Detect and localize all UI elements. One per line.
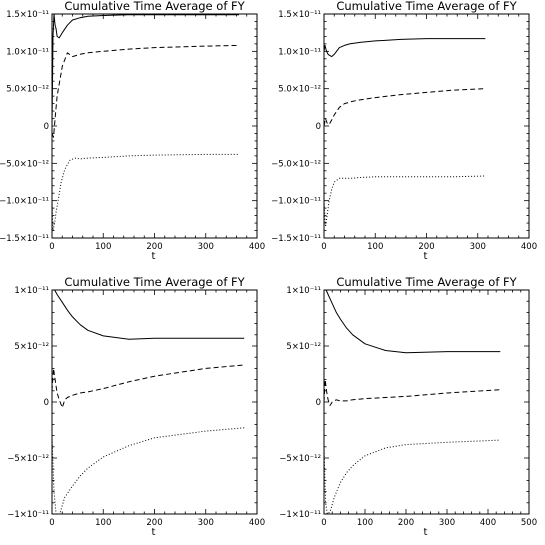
x-tick-label: 300	[198, 518, 214, 528]
y-tick-label: −5.0×10⁻¹²	[271, 159, 321, 169]
x-tick-label: 400	[480, 518, 496, 528]
series-line-solid	[53, 289, 245, 340]
y-tick-label: 1.0×10⁻¹¹	[278, 47, 321, 57]
y-tick-label: 0	[316, 122, 321, 132]
series-line-solid	[324, 289, 501, 354]
chart-panel-1: Cumulative Time Average of FY 0 100 200 300 4…	[0, 0, 265, 262]
y-tick-label: −1.5×10⁻¹¹	[271, 234, 321, 244]
x-tick-label: 400	[521, 242, 537, 252]
chart-title: Cumulative Time Average of FY	[336, 275, 517, 289]
y-tick-label: 5.0×10⁻¹²	[6, 85, 49, 95]
y-tick-label: 1.5×10⁻¹¹	[278, 10, 321, 20]
x-tick-label: 100	[95, 518, 111, 528]
y-tick-label: 0	[44, 398, 49, 408]
y-tick-label: −5×10⁻¹²	[7, 454, 49, 464]
x-tick-label: 0	[321, 518, 326, 528]
x-tick-label: 200	[418, 242, 434, 252]
series-line-solid	[51, 13, 240, 127]
x-tick-label: 100	[95, 242, 111, 252]
chart-panel-2: Cumulative Time Average of FY 0 100 200 300 4…	[271, 0, 537, 262]
x-tick-label: 400	[249, 518, 265, 528]
series-line-solid	[323, 38, 486, 58]
y-tick-label: 1.5×10⁻¹¹	[6, 10, 49, 20]
y-tick-label: 0	[316, 398, 321, 408]
x-tick-label: 500	[521, 518, 537, 528]
series-line-dotted	[51, 427, 245, 515]
x-axis-label: t	[424, 251, 428, 262]
series-line-dashed	[323, 379, 501, 406]
series-line-dotted	[323, 175, 486, 228]
y-tick-label: −5.0×10⁻¹²	[0, 159, 49, 169]
chart-panel-4: Cumulative Time Average of FY 0 100 200 300 4…	[279, 275, 537, 538]
x-tick-label: 200	[398, 518, 414, 528]
x-tick-label: 300	[470, 242, 486, 252]
x-tick-label: 100	[367, 242, 383, 252]
y-tick-label: −1×10⁻¹¹	[279, 510, 321, 520]
plot-frame	[323, 289, 530, 515]
series-line-dashed	[51, 44, 240, 138]
y-tick-label: −1.0×10⁻¹¹	[0, 197, 49, 207]
series-line-dashed	[323, 88, 486, 127]
x-axis-label: t	[152, 527, 156, 538]
series-line-dotted	[51, 153, 240, 231]
y-tick-label: 5.0×10⁻¹²	[278, 85, 321, 95]
y-tick-label: −1.0×10⁻¹¹	[271, 197, 321, 207]
y-tick-label: −1.5×10⁻¹¹	[0, 234, 49, 244]
y-tick-label: 0	[44, 122, 49, 132]
y-tick-label: −5×10⁻¹²	[279, 454, 321, 464]
y-tick-label: 1.0×10⁻¹¹	[6, 47, 49, 57]
chart-panel-3: Cumulative Time Average of FY 0 100 200 300 4…	[7, 275, 265, 538]
plot-frame	[51, 289, 258, 515]
chart-title: Cumulative Time Average of FY	[336, 0, 517, 13]
x-tick-label: 0	[49, 242, 54, 252]
y-tick-label: 1×10⁻¹¹	[14, 286, 49, 296]
x-tick-label: 100	[357, 518, 373, 528]
chart-title: Cumulative Time Average of FY	[64, 275, 245, 289]
x-tick-label: 200	[146, 242, 162, 252]
y-tick-label: 5×10⁻¹²	[286, 342, 321, 352]
plot-frame	[323, 13, 530, 239]
x-tick-label: 300	[439, 518, 455, 528]
series-line-dashed	[51, 364, 245, 409]
y-tick-label: −1×10⁻¹¹	[7, 510, 49, 520]
x-tick-label: 0	[321, 242, 326, 252]
x-tick-label: 400	[249, 242, 265, 252]
x-tick-label: 300	[198, 242, 214, 252]
x-tick-label: 0	[49, 518, 54, 528]
chart-title: Cumulative Time Average of FY	[64, 0, 245, 13]
x-axis-label: t	[424, 527, 428, 538]
x-axis-label: t	[152, 251, 156, 262]
x-tick-label: 200	[146, 518, 162, 528]
series-line-dotted	[323, 439, 501, 515]
y-tick-label: 1×10⁻¹¹	[286, 286, 321, 296]
y-tick-label: 5×10⁻¹²	[14, 342, 49, 352]
